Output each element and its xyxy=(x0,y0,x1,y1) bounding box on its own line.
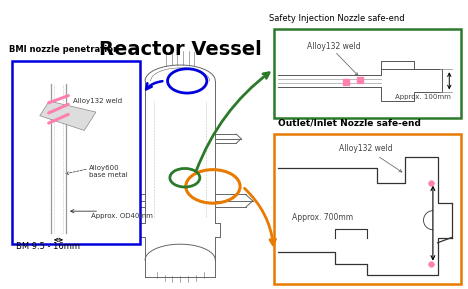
Bar xyxy=(274,29,461,118)
Text: Alloy600
base metal: Alloy600 base metal xyxy=(89,165,128,178)
Text: Safety Injection Nozzle safe-end: Safety Injection Nozzle safe-end xyxy=(269,14,405,23)
Bar xyxy=(12,61,140,244)
Text: Approx. OD40mm: Approx. OD40mm xyxy=(92,212,154,218)
Text: Outlet/Inlet Nozzle safe-end: Outlet/Inlet Nozzle safe-end xyxy=(278,118,421,127)
Text: Approx. 100mm: Approx. 100mm xyxy=(395,94,451,100)
Text: Alloy132 weld: Alloy132 weld xyxy=(307,42,360,51)
Text: BMI nozzle penetration: BMI nozzle penetration xyxy=(9,45,119,54)
Text: BM 9.5 - 16mm: BM 9.5 - 16mm xyxy=(16,242,80,251)
Text: Reactor Vessel: Reactor Vessel xyxy=(99,40,262,59)
Text: Alloy132 weld: Alloy132 weld xyxy=(339,144,402,172)
Polygon shape xyxy=(40,101,96,130)
Bar xyxy=(274,134,461,284)
Text: Alloy132 weld: Alloy132 weld xyxy=(73,98,123,104)
Text: Approx. 700mm: Approx. 700mm xyxy=(292,213,354,222)
